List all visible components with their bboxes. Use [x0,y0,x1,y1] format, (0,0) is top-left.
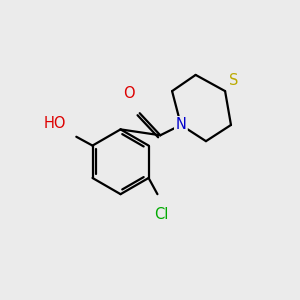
Text: N: N [176,118,186,133]
Text: S: S [229,73,238,88]
Text: HO: HO [44,116,66,131]
Text: Cl: Cl [154,207,169,222]
Text: O: O [124,86,135,101]
